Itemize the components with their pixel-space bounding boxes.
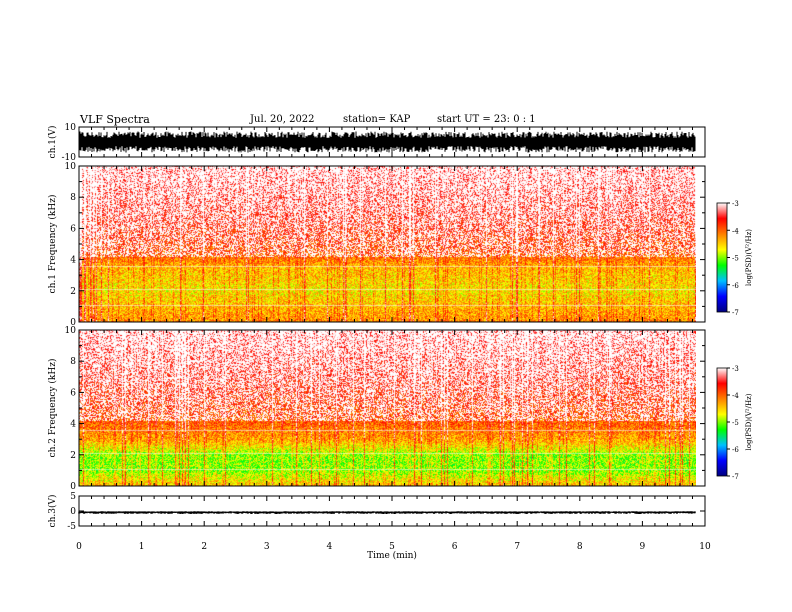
y-tick-label: 4 — [70, 420, 76, 430]
x-tick-label: 4 — [327, 542, 333, 552]
x-tick-label: 7 — [514, 542, 520, 552]
y-tick-label: 6 — [70, 224, 76, 234]
y-tick-label: 4 — [70, 256, 76, 266]
x-tick-label: 3 — [264, 542, 270, 552]
x-tick-label: 9 — [640, 542, 646, 552]
y-tick-label: 10 — [65, 123, 77, 133]
start-time-label: start UT = 23: 0 : 1 — [437, 114, 536, 125]
x-tick-label: 5 — [389, 542, 395, 552]
spectrogram-image — [79, 166, 696, 322]
y-tick-label: 6 — [70, 388, 76, 398]
x-tick-label: 8 — [577, 542, 583, 552]
colorbar-tick-label: -6 — [732, 282, 739, 290]
colorbar-tick-label: -5 — [732, 255, 739, 263]
y-tick-label: 10 — [65, 162, 77, 172]
spectrogram-image — [79, 330, 696, 486]
y-tick-label: 10 — [65, 326, 77, 336]
colorbar-tick-label: -7 — [732, 309, 739, 317]
colorbar-tick-label: -6 — [732, 446, 739, 454]
y-tick-label: 2 — [70, 451, 76, 461]
y-axis-label: ch.2 Frequency (kHz) — [47, 359, 58, 458]
y-axis-label: ch.1 Frequency (kHz) — [47, 195, 58, 294]
date-label: Jul. 20, 2022 — [250, 114, 315, 125]
y-tick-label: -10 — [62, 153, 77, 163]
colorbar-tick-label: -4 — [732, 392, 739, 400]
colorbar-tick-label: -3 — [732, 200, 739, 208]
ch1-spectrogram-panel: 0 2 4 6 8 10 ch.1 Frequency (kHz) — [47, 162, 706, 328]
colorbar-tick-label: -5 — [732, 419, 739, 427]
ch2-spectrogram-panel: 0 2 4 6 8 10 ch.2 Frequency (kHz) — [47, 326, 706, 492]
station-label: station= KAP — [343, 114, 411, 125]
ch2-colorbar: -3 -4 -5 -6 -7 log(PSD)(V²/Hz) — [716, 365, 753, 481]
x-tick-label: 0 — [76, 542, 82, 552]
y-tick-label: 2 — [70, 287, 76, 297]
y-tick-label: -5 — [67, 522, 76, 532]
colorbar-label: log(PSD)(V²/Hz) — [745, 393, 753, 450]
ch3-waveform-panel: 5 0 -5 ch.3(V) — [47, 492, 706, 532]
time-axis: 0 1 2 3 4 5 6 7 8 9 10 Time (min) — [76, 542, 711, 561]
y-tick-label: 0 — [70, 318, 76, 328]
y-axis-label: ch.3(V) — [47, 495, 58, 528]
y-axis-label: ch.1(V) — [47, 126, 58, 159]
waveform-trace — [78, 511, 696, 514]
colorbar-label: log(PSD)(V²/Hz) — [745, 229, 753, 286]
x-tick-label: 10 — [699, 542, 711, 552]
x-axis-label: Time (min) — [367, 550, 417, 561]
ch1-waveform-panel: 10 -10 ch.1(V) — [47, 123, 706, 163]
ch1-colorbar: -3 -4 -5 -6 -7 log(PSD)(V²/Hz) — [716, 200, 753, 317]
colorbar-tick-label: -4 — [732, 227, 739, 235]
colorbar-gradient — [716, 202, 728, 313]
y-tick-label: 8 — [70, 357, 76, 367]
x-tick-label: 6 — [452, 542, 458, 552]
colorbar-gradient — [716, 367, 728, 477]
y-tick-label: 5 — [70, 492, 76, 502]
x-tick-label: 2 — [201, 542, 207, 552]
y-tick-label: 0 — [70, 482, 76, 492]
y-tick-label: 0 — [70, 507, 76, 517]
waveform-trace — [78, 131, 696, 153]
y-tick-label: 8 — [70, 193, 76, 203]
figure-title: VLF Spectra — [80, 113, 150, 126]
x-tick-label: 1 — [139, 542, 145, 552]
colorbar-tick-label: -3 — [732, 365, 739, 373]
colorbar-tick-label: -7 — [732, 473, 739, 481]
